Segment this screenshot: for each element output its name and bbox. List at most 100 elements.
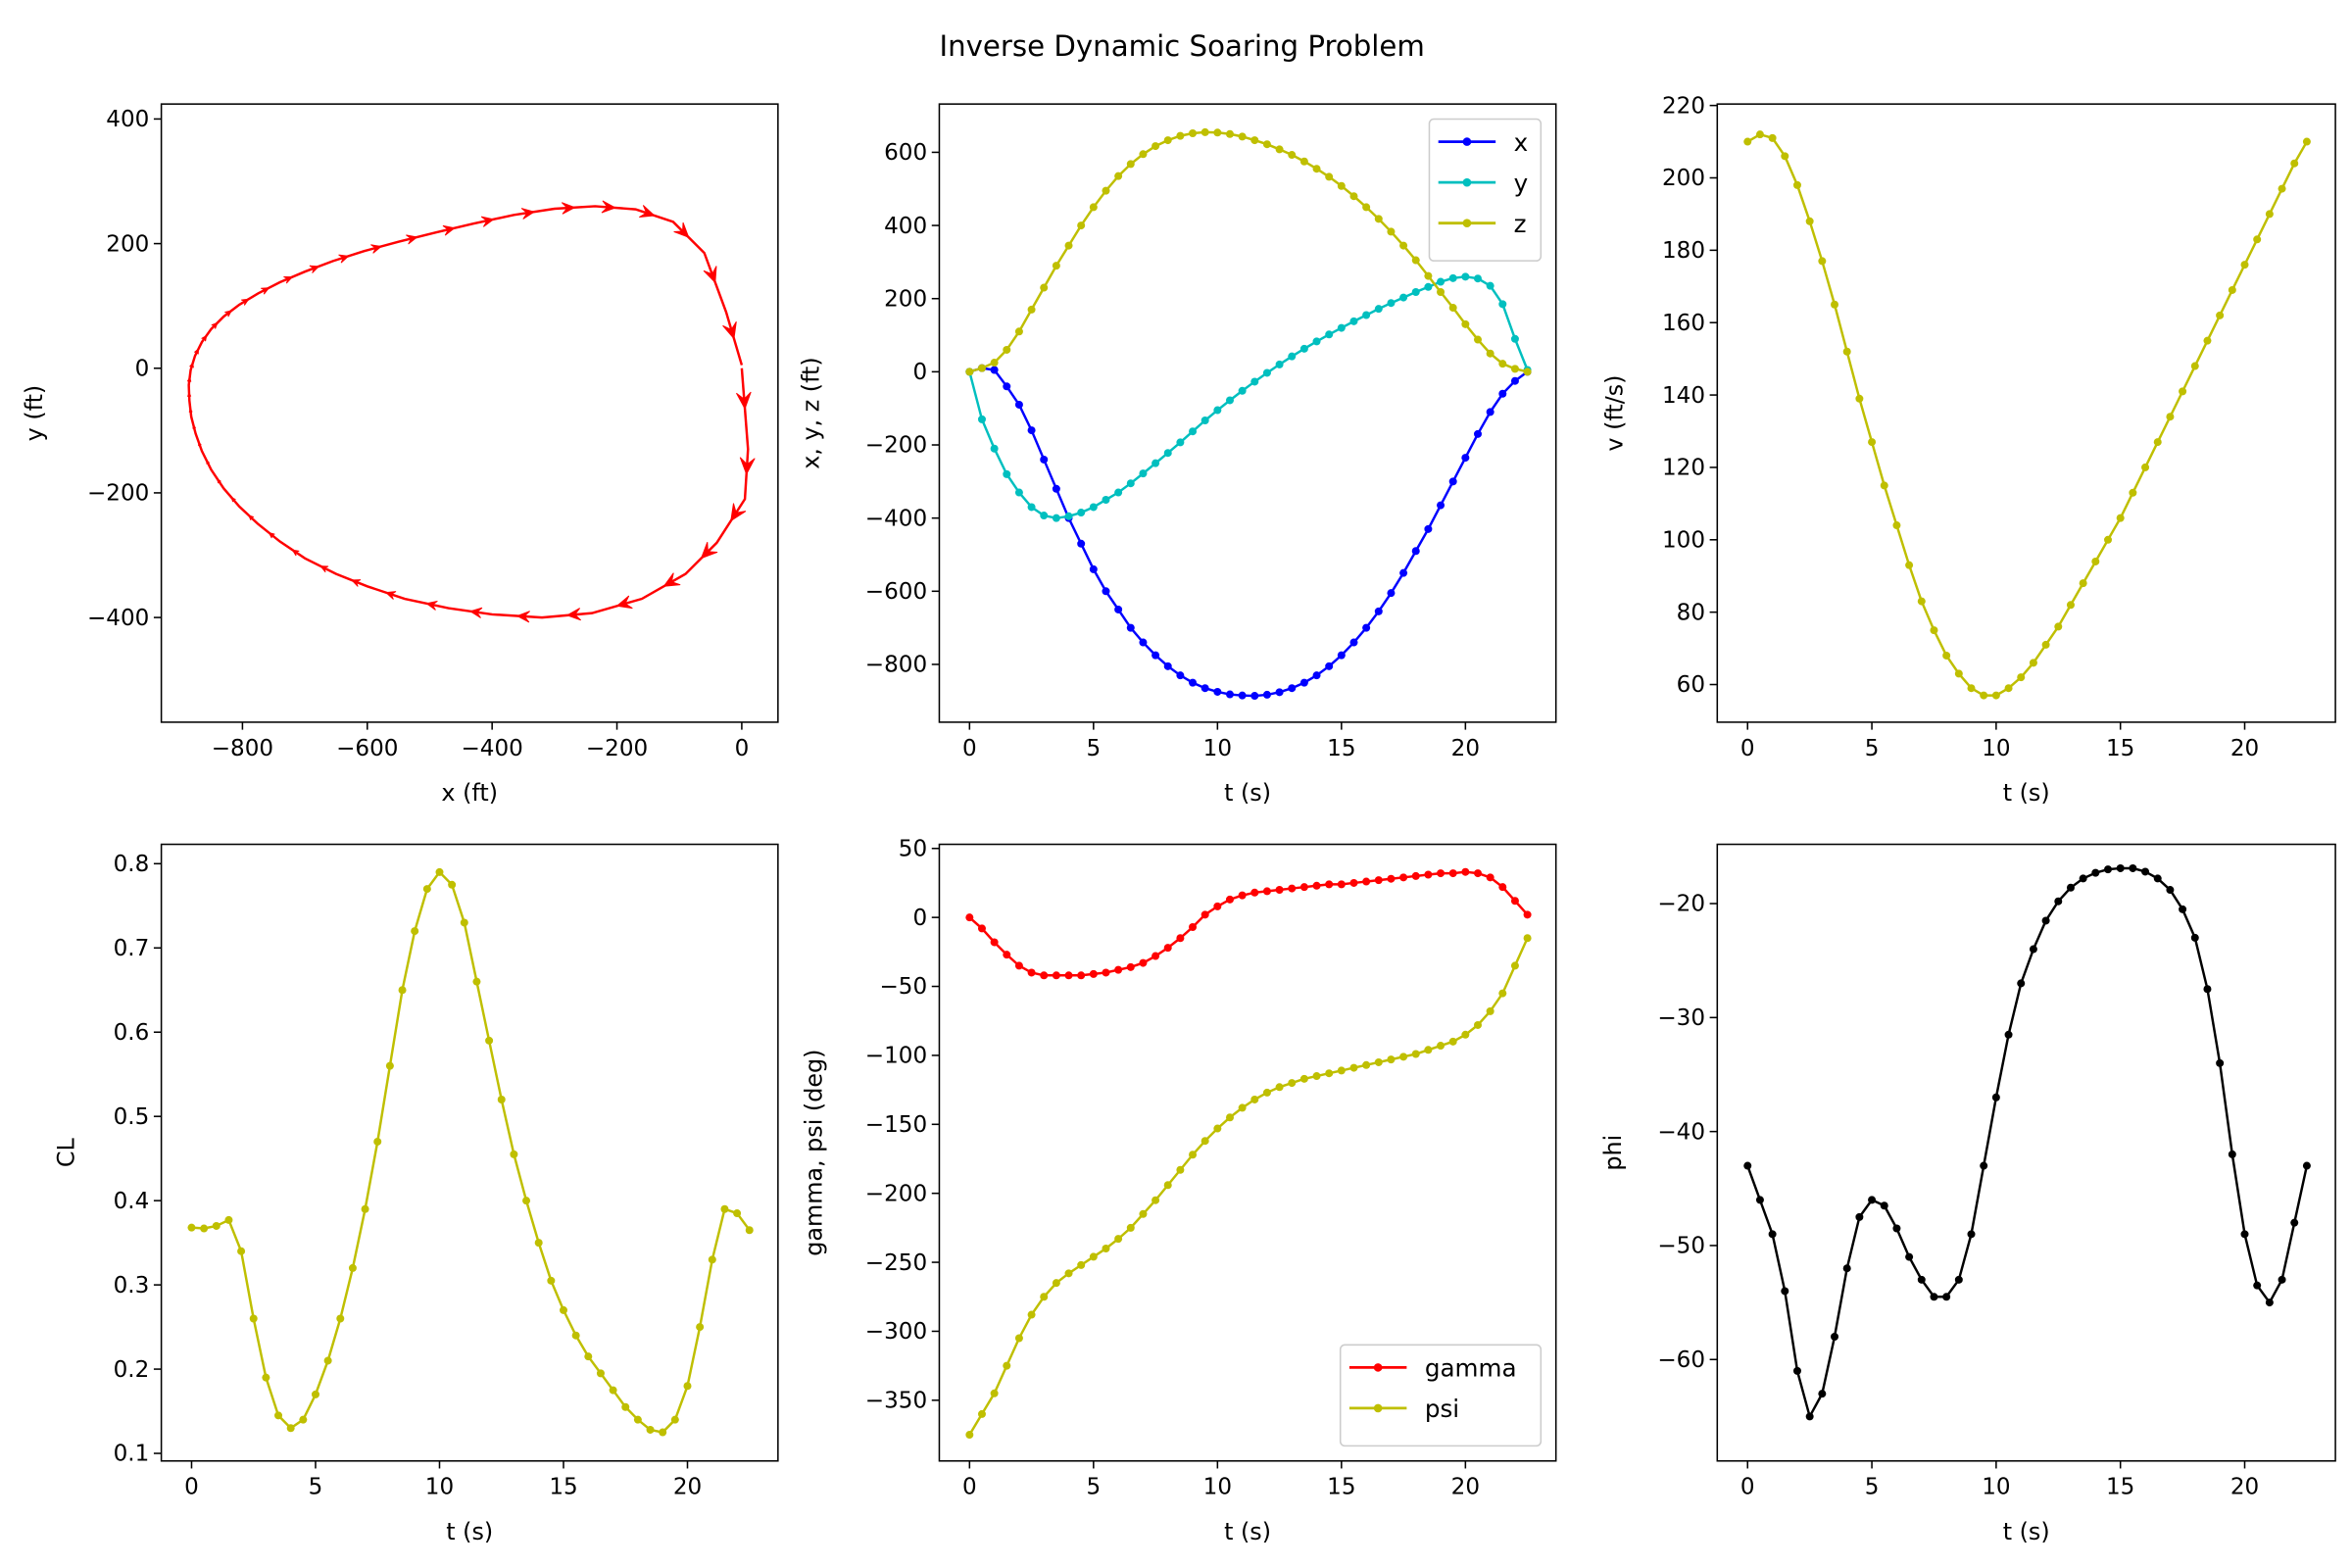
x-tick-label: 15: [2106, 1475, 2134, 1500]
data-point: [2228, 285, 2236, 294]
data-point: [1387, 1055, 1396, 1064]
data-point: [1523, 368, 1532, 376]
data-point: [1213, 687, 1222, 696]
data-point: [1510, 376, 1519, 385]
data-point: [286, 1424, 295, 1433]
data-point: [1473, 869, 1482, 878]
data-point: [1424, 524, 1433, 533]
data-point: [1163, 944, 1172, 953]
direction-arrow: [736, 391, 752, 411]
data-point: [1399, 293, 1408, 302]
data-point: [2029, 945, 2037, 954]
data-point: [2278, 1275, 2286, 1284]
x-tick-label: 20: [1451, 736, 1480, 761]
data-point: [2017, 979, 2026, 988]
data-point: [1189, 129, 1198, 138]
x-tick-label: 15: [549, 1475, 577, 1500]
data-point: [1052, 971, 1060, 980]
data-point: [1200, 416, 1209, 425]
direction-arrow: [309, 265, 320, 273]
data-point: [1411, 256, 1420, 265]
data-point: [1262, 1088, 1271, 1097]
data-point: [2054, 622, 2063, 631]
y-tick-label: 0: [912, 360, 927, 385]
data-point: [584, 1352, 593, 1361]
x-tick-label: 10: [1203, 736, 1232, 761]
data-point: [1905, 1252, 1914, 1261]
direction-arrow: [370, 244, 383, 254]
data-point: [2004, 1030, 2013, 1039]
legend-marker-gamma: [1373, 1363, 1383, 1372]
data-point: [1126, 962, 1135, 971]
y-tick-label: 0.4: [114, 1189, 150, 1214]
data-point: [1387, 874, 1396, 883]
direction-arrow: [350, 579, 362, 587]
x-tick-label: 15: [1327, 1475, 1355, 1500]
data-point: [1299, 344, 1308, 353]
data-point: [670, 1415, 679, 1424]
direction-arrow: [192, 423, 197, 429]
data-point: [1411, 1050, 1420, 1058]
data-point: [1189, 678, 1198, 687]
series-data: [1743, 130, 2311, 700]
data-point: [1387, 227, 1396, 236]
data-point: [1114, 965, 1123, 974]
y-tick-label: 0: [135, 356, 150, 381]
data-point: [1411, 547, 1420, 556]
data-point: [1498, 300, 1507, 309]
subplot-4: 0 5 10 15 20 0.1 0.2 0.3 0.4 0.5 0.6 0.7 0.8 t (s) CL: [52, 843, 779, 1545]
direction-arrow: [639, 205, 656, 219]
y-tick-label: 60: [1677, 672, 1705, 698]
data-point: [1337, 880, 1346, 889]
direction-arrow: [217, 478, 221, 484]
data-point: [1399, 873, 1408, 882]
y-axis-label: gamma, psi (deg): [800, 1050, 827, 1256]
data-point: [1362, 877, 1371, 886]
data-point: [1052, 262, 1060, 270]
data-point: [1200, 127, 1209, 136]
data-point: [1275, 688, 1284, 697]
data-point: [1437, 277, 1446, 286]
data-point: [1868, 438, 1877, 447]
x-tick-label: 10: [1203, 1475, 1232, 1500]
data-point: [1349, 317, 1358, 325]
data-point: [2203, 985, 2212, 994]
direction-arrow: [198, 441, 202, 447]
y-tick-label: 0.7: [114, 936, 150, 961]
data-point: [1473, 1020, 1482, 1029]
series-line: [968, 870, 1529, 977]
data-point: [659, 1428, 667, 1437]
data-point: [2253, 1281, 2262, 1290]
y-tick-label: 80: [1677, 600, 1705, 625]
data-point: [2141, 867, 2150, 876]
plot-area: [1743, 863, 2311, 1421]
data-point: [1805, 1412, 1814, 1421]
y-tick-label: 0.3: [114, 1273, 150, 1298]
data-point: [1991, 691, 2000, 700]
data-point: [1152, 952, 1160, 960]
y-tick-label: 0: [912, 906, 927, 931]
data-point: [2290, 159, 2299, 168]
data-point: [1880, 481, 1888, 490]
data-point: [1275, 145, 1284, 154]
data-point: [1200, 1137, 1209, 1146]
data-point: [571, 1331, 580, 1340]
data-point: [1967, 1230, 1976, 1239]
data-point: [559, 1305, 567, 1314]
data-point: [1892, 521, 1901, 530]
data-point: [212, 1221, 220, 1230]
series-line: [968, 937, 1529, 1436]
data-point: [1238, 891, 1247, 900]
direction-arrow: [230, 496, 236, 503]
y-tick-label: 200: [1662, 166, 1705, 191]
data-point: [2290, 1218, 2299, 1227]
data-point: [1114, 488, 1123, 497]
x-tick-label: 0: [735, 736, 750, 761]
direction-arrow: [247, 514, 254, 520]
data-point: [1510, 365, 1519, 373]
data-point: [1152, 651, 1160, 660]
legend-label-x: x: [1514, 128, 1529, 157]
data-point: [1014, 1334, 1023, 1343]
data-point: [1498, 989, 1507, 998]
direction-arrow: [561, 202, 576, 215]
